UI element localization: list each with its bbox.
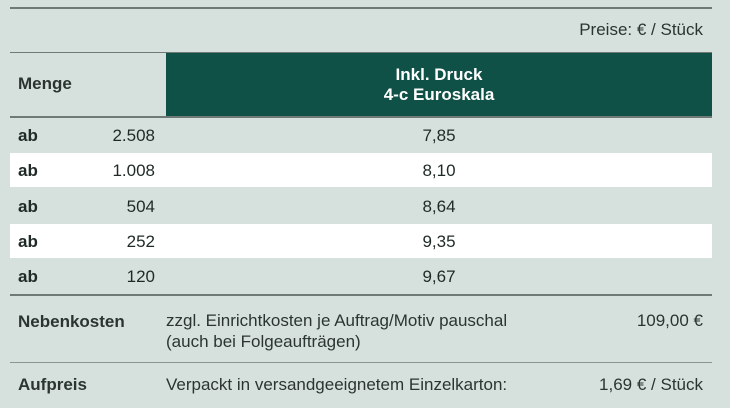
header-bottom-rule <box>10 116 712 118</box>
aufpreis-label: Aufpreis <box>18 375 87 394</box>
table-bottom-rule <box>10 294 712 296</box>
nebenkosten-label: Nebenkosten <box>18 312 125 331</box>
row-prefix: ab <box>18 232 38 251</box>
header-top-rule <box>10 52 712 53</box>
row-prefix: ab <box>18 197 38 216</box>
row-price: 8,64 <box>422 197 456 216</box>
row-prefix: ab <box>18 126 38 145</box>
row-price: 7,85 <box>422 126 456 145</box>
druck-column-header: Inkl. Druck 4-c Euroskala <box>166 53 712 116</box>
row-prefix: ab <box>18 161 38 180</box>
row-quantity: 2.508 <box>112 126 155 145</box>
aufpreis-amount: 1,69 € / Stück <box>599 375 703 394</box>
aufpreis-text: Verpackt in versandgeeignetem Einzelkart… <box>166 375 508 394</box>
druck-header-line1: Inkl. Druck <box>395 64 483 84</box>
nebenkosten-amount: 109,00 € <box>636 311 703 330</box>
row-price: 9,35 <box>422 232 456 251</box>
price-unit-note: Preise: € / Stück <box>579 20 703 39</box>
table-row: ab 504 8,64 <box>10 189 712 223</box>
top-rule <box>10 7 712 9</box>
section-rule <box>10 362 712 363</box>
row-price: 8,10 <box>422 161 456 180</box>
row-quantity: 504 <box>126 197 155 216</box>
row-quantity: 252 <box>126 232 155 251</box>
table-row: ab 1.008 8,10 <box>10 153 712 187</box>
table-row: ab 252 9,35 <box>10 224 712 258</box>
nebenkosten-line2: (auch bei Folgeaufträgen) <box>166 332 361 351</box>
row-quantity: 1.008 <box>112 161 155 180</box>
table-row: ab 2.508 7,85 <box>10 118 712 152</box>
row-price: 9,67 <box>422 267 456 286</box>
druck-header-line2: 4-c Euroskala <box>383 84 495 104</box>
row-quantity: 120 <box>126 267 155 286</box>
nebenkosten-description: zzgl. Einrichtkosten je Auftrag/Motiv pa… <box>166 310 507 352</box>
nebenkosten-line1: zzgl. Einrichtkosten je Auftrag/Motiv pa… <box>166 311 508 330</box>
row-prefix: ab <box>18 267 38 286</box>
table-row: ab 120 9,67 <box>10 259 712 293</box>
menge-column-header: Menge <box>18 74 72 93</box>
